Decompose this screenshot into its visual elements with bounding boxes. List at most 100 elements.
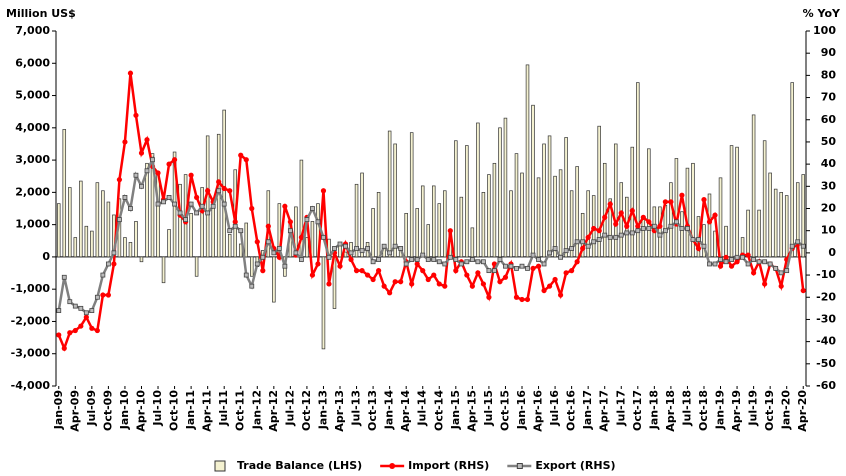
marker: [210, 203, 216, 209]
x-tick-label: Oct-13: [366, 390, 379, 431]
marker: [607, 234, 613, 240]
marker: [668, 199, 674, 205]
marker: [216, 188, 222, 194]
marker: [679, 226, 685, 231]
bar: [553, 175, 557, 258]
marker: [122, 139, 128, 145]
bar: [432, 185, 436, 258]
bar: [79, 180, 83, 258]
marker: [519, 296, 525, 303]
marker: [171, 157, 178, 163]
marker: [447, 254, 453, 260]
bar: [371, 208, 375, 258]
marker: [282, 203, 288, 209]
marker: [343, 243, 348, 249]
marker: [552, 276, 558, 283]
marker: [348, 250, 354, 256]
marker: [679, 192, 685, 198]
marker: [431, 257, 437, 262]
marker: [232, 223, 238, 229]
marker: [657, 232, 663, 238]
bar: [580, 212, 585, 258]
marker: [56, 308, 62, 313]
marker: [629, 208, 635, 214]
marker: [221, 201, 227, 207]
marker: [480, 281, 486, 287]
marker: [640, 214, 646, 220]
x-tick-label: Jul-18: [680, 390, 693, 427]
marker: [117, 217, 122, 222]
x-tick-label: Apr-19: [730, 390, 743, 432]
legend-label: Import (RHS): [408, 459, 489, 472]
marker: [524, 296, 531, 303]
y2-tick-label: 0: [828, 246, 836, 259]
marker: [321, 234, 326, 240]
marker: [392, 243, 398, 249]
marker: [464, 259, 470, 265]
y2-tick-label: 30: [821, 179, 837, 192]
marker: [662, 199, 668, 205]
bar: [106, 201, 111, 258]
x-tick-label: Jul-12: [283, 390, 296, 427]
marker: [89, 325, 95, 331]
x-tick-label: Jul-16: [548, 390, 561, 427]
x-tick-label: Jan-14: [383, 390, 396, 431]
marker: [78, 323, 84, 329]
bar: [454, 140, 458, 258]
marker: [127, 70, 134, 76]
x-tick-label: Apr-13: [333, 390, 346, 432]
marker: [238, 228, 244, 234]
marker: [701, 197, 707, 203]
marker: [381, 243, 387, 249]
marker: [260, 254, 266, 260]
marker: [199, 203, 205, 209]
marker: [72, 303, 78, 309]
marker: [789, 243, 795, 249]
marker: [602, 232, 608, 238]
marker: [249, 283, 255, 289]
marker: [348, 256, 354, 263]
bar: [790, 82, 794, 258]
marker: [414, 257, 420, 262]
marker: [569, 268, 575, 274]
bar: [735, 146, 739, 258]
y2-tick-label: -10: [816, 268, 836, 281]
marker: [486, 294, 492, 300]
bar: [161, 256, 166, 284]
bar: [713, 230, 717, 258]
bar: [437, 203, 442, 258]
marker: [100, 292, 106, 298]
marker: [254, 239, 260, 245]
marker: [497, 279, 503, 285]
bar: [514, 153, 519, 258]
legend-swatch: [389, 463, 396, 469]
marker: [447, 228, 453, 234]
y-tick-label: 3,000: [15, 153, 50, 166]
y2-tick-label: 90: [821, 46, 837, 59]
marker: [690, 237, 696, 242]
bar: [762, 140, 767, 258]
bar: [492, 162, 497, 258]
marker: [265, 239, 271, 245]
bar: [558, 169, 563, 258]
marker: [596, 237, 602, 242]
y-axis-label: Million US$: [6, 7, 76, 20]
marker: [166, 161, 172, 167]
marker: [536, 257, 541, 262]
line: [57, 72, 805, 352]
marker: [282, 263, 288, 269]
marker: [111, 261, 117, 267]
bar: [68, 187, 72, 258]
y2-tick-label: 100: [813, 24, 836, 37]
marker: [514, 266, 519, 271]
marker: [734, 254, 740, 260]
marker: [607, 201, 613, 207]
x-tick-label: Jul-15: [482, 390, 495, 427]
marker: [519, 263, 525, 269]
bar: [139, 256, 144, 263]
marker: [712, 261, 718, 267]
bar: [404, 212, 408, 258]
x-tick-label: Oct-14: [432, 390, 445, 431]
marker: [729, 257, 734, 262]
bar: [729, 145, 734, 258]
